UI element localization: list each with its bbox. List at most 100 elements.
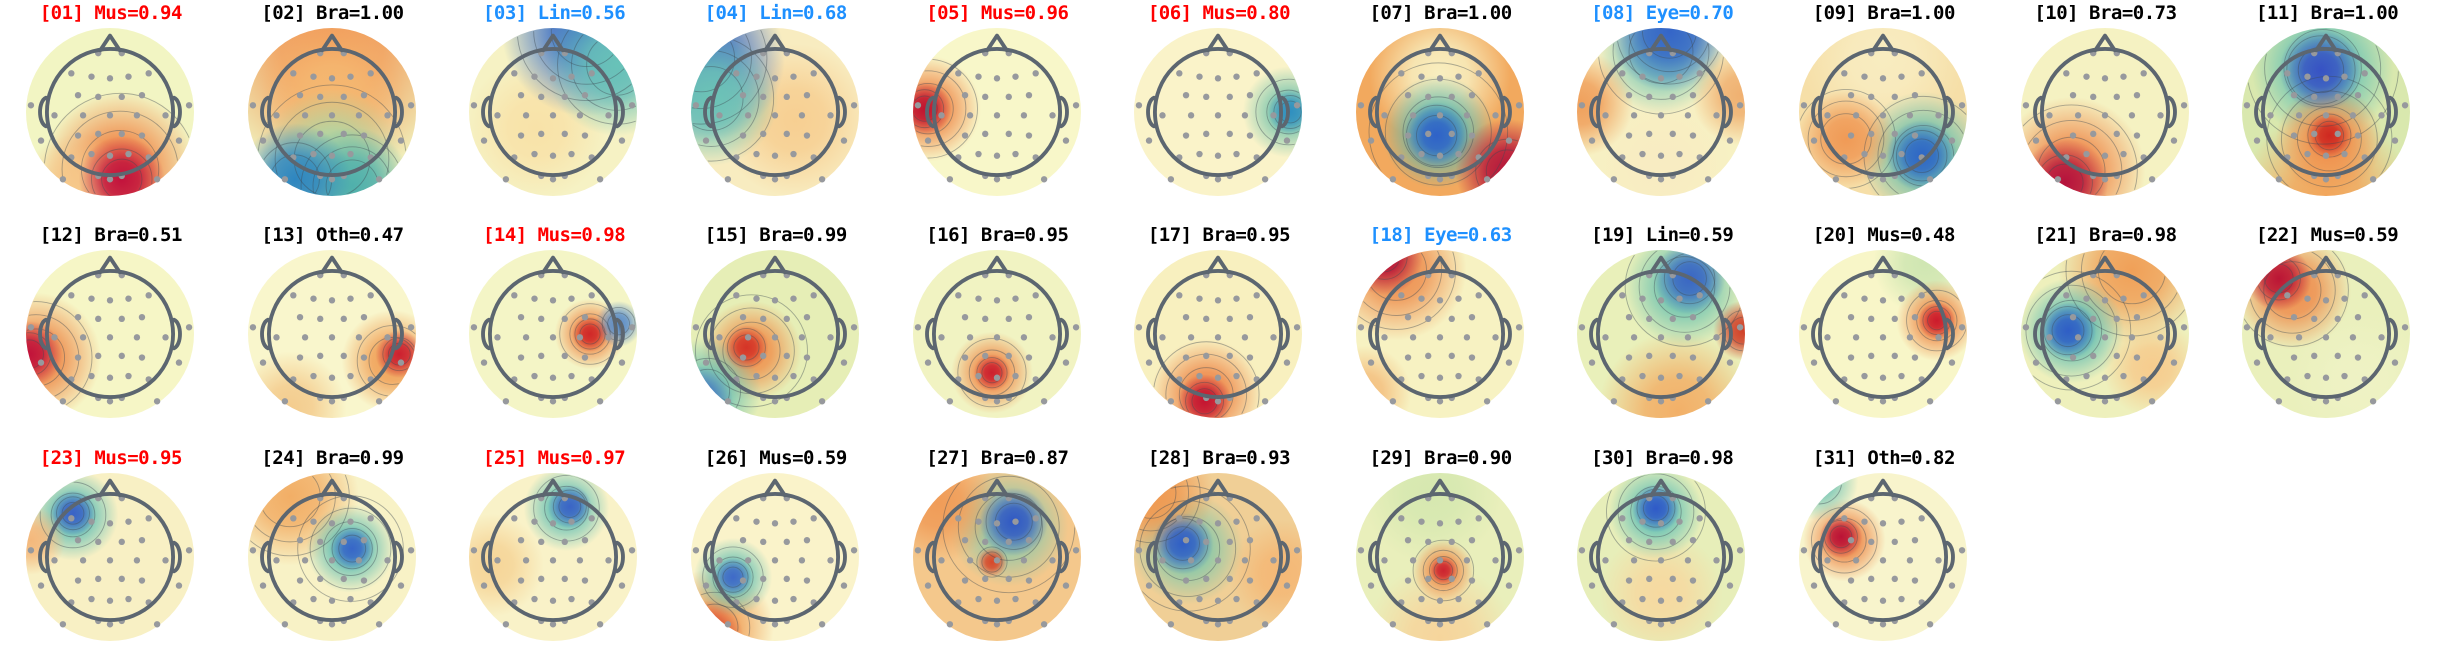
sensor-dot [924,582,931,589]
topomap-component-23[interactable] [26,472,194,641]
topomap-component-25[interactable] [469,472,638,641]
topomap-overlay [1800,256,1967,405]
sensor-dot [360,314,367,321]
topomap-component-21[interactable] [2020,250,2189,419]
topomap-field [26,28,194,196]
component-title: [29] Bra=0.90 [1369,446,1512,469]
sensor-dot [1631,334,1638,341]
ear-right-icon [2166,318,2177,351]
sensor-dot [2334,315,2342,323]
topomap-component-13[interactable] [247,250,416,419]
contour-ring [574,318,606,350]
topomap-component-02[interactable] [247,28,416,196]
topomap-component-24[interactable] [247,472,416,641]
sensor-dot [138,536,146,544]
topomap-component-10[interactable] [2020,28,2189,196]
topomap-component-06[interactable] [1134,28,1303,196]
sensor-dot [375,176,382,183]
sensor-dot [118,93,125,101]
component-title: [30] Bra=0.98 [1591,446,1734,469]
topomap-component-29[interactable] [1355,472,1524,641]
sensor-dot [1270,334,1277,341]
sensor-dot [340,93,347,101]
sensor-dot [481,137,488,144]
contour-lines [1412,539,1474,601]
sensor-dot [1690,577,1697,584]
sensor-dot [518,354,525,362]
sensor-dot [759,93,767,101]
sensor-dot [790,373,797,380]
topomap-component-31[interactable] [1799,472,1967,641]
topomap-component-20[interactable] [1799,250,1967,419]
topomap-component-08[interactable] [1577,28,1746,196]
sensor-dot [914,546,921,554]
sensor-dot [629,324,636,331]
sensor-dot [1911,132,1919,139]
topomap-component-16[interactable] [912,250,1081,419]
sensor-dot [1404,577,1411,584]
topomap-component-27[interactable] [912,472,1081,641]
topomap-component-15[interactable] [690,250,859,419]
sensor-dot [2355,132,2362,139]
sensor-dot [51,556,58,564]
sensor-dot [1436,519,1443,527]
sensor-dot [383,112,391,119]
component-title: [19] Lin=0.59 [1591,224,1734,247]
contour-ring [1616,28,1724,85]
sensor-dot [993,556,1000,564]
sensor-dot [1418,518,1425,525]
sensor-dot [1367,359,1374,367]
sensor-dot [481,582,488,589]
sensor-dot [1906,334,1914,341]
contour-ring [309,507,391,590]
sensor-dot [1841,514,1848,522]
topomap-overlay [470,256,636,405]
sensor-dot [125,595,132,602]
sensor-dot [106,519,114,527]
sensor-dot [1619,514,1626,522]
sensor-dot [1879,334,1887,341]
topomap-field [1577,250,1746,419]
topomap-component-14[interactable] [469,250,638,419]
sensor-dot [531,150,538,158]
sensor-dot [296,132,303,139]
sensor-dot [106,75,114,82]
topomap-field [469,472,638,641]
head-outline [2261,269,2392,400]
sensor-dot [1800,102,1808,109]
sensor-dot [993,519,1000,527]
sensor-dot [993,75,1000,82]
sensor-dot [1861,295,1868,303]
sensor-dot [1031,292,1039,299]
topomap-component-22[interactable] [2242,250,2411,419]
topomap-component-03[interactable] [469,28,638,196]
topomap-component-05[interactable] [912,28,1081,196]
ear-left-icon [1589,95,1600,129]
sensor-dot [1639,73,1647,80]
sensor-dot [981,93,988,101]
topomap-component-04[interactable] [690,28,859,196]
nose-icon [1871,256,1895,275]
topomap-component-30[interactable] [1577,472,1746,641]
topomap-component-17[interactable] [1134,250,1303,419]
sensor-dot [1685,112,1692,119]
topomap-component-09[interactable] [1799,28,1967,196]
sensor-dots [2022,49,2187,183]
topomap-component-26[interactable] [690,472,859,641]
topomap-component-07[interactable] [1355,28,1524,196]
nose-icon [2314,256,2338,275]
topomap-overlay [1357,478,1523,628]
topomap-component-01[interactable] [26,28,194,196]
sensor-dot [692,546,700,554]
contour-ring [1356,251,1456,331]
topomap-component-19[interactable] [1577,250,1746,419]
component-title: [23] Mus=0.95 [39,446,183,469]
topomap-component-12[interactable] [26,250,194,419]
ica-component-cell-18: [18] Eye=0.63 [1330,222,1552,444]
sensor-dot [619,137,626,144]
topomap-component-28[interactable] [1134,472,1303,641]
ear-left-icon [1811,318,1822,351]
topomap-component-18[interactable] [1355,250,1524,419]
topomap-component-11[interactable] [2242,28,2411,196]
sensor-dot [1658,334,1665,341]
